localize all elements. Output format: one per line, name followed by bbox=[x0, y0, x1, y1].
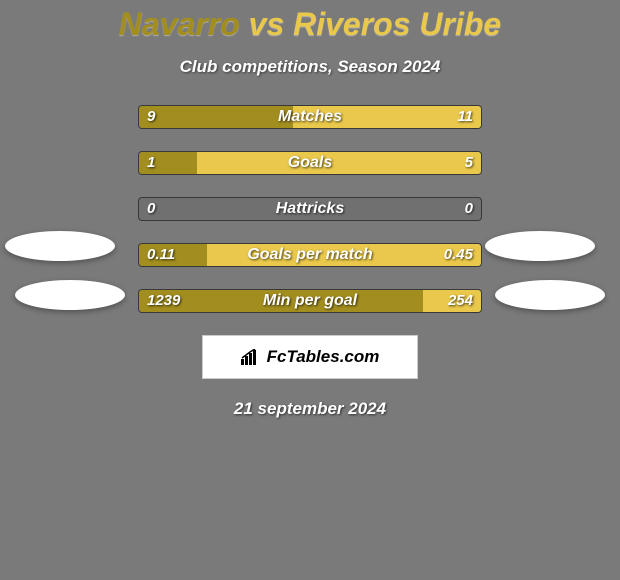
stat-right-value: 254 bbox=[440, 290, 481, 312]
stat-row-3: 0.110.45Goals per match bbox=[138, 243, 482, 267]
page-title: Navarro vs Riveros Uribe bbox=[0, 0, 620, 43]
title-vs: vs bbox=[240, 6, 293, 42]
title-left-name: Navarro bbox=[119, 6, 240, 42]
stat-left-value: 1 bbox=[139, 152, 163, 174]
brand-text: FcTables.com bbox=[267, 347, 380, 367]
stat-right-value: 11 bbox=[449, 106, 481, 128]
snapshot-date: 21 september 2024 bbox=[0, 399, 620, 419]
stat-right-value: 5 bbox=[457, 152, 481, 174]
stat-right-value: 0.45 bbox=[436, 244, 481, 266]
bars-container: 911Matches15Goals00Hattricks0.110.45Goal… bbox=[0, 105, 620, 313]
avatar-left-1 bbox=[5, 231, 115, 261]
stat-row-4: 1239254Min per goal bbox=[138, 289, 482, 313]
brand-box[interactable]: FcTables.com bbox=[202, 335, 418, 379]
stat-row-2: 0 0Hattricks bbox=[138, 197, 482, 221]
stat-label: Hattricks bbox=[139, 198, 481, 220]
stat-left-value: 0.11 bbox=[139, 244, 183, 266]
stat-left-value: 9 bbox=[139, 106, 163, 128]
stat-left-value: 0 bbox=[139, 198, 163, 220]
avatar-left-2 bbox=[15, 280, 125, 310]
avatar-right-1 bbox=[485, 231, 595, 261]
avatar-right-2 bbox=[495, 280, 605, 310]
stat-right-fill bbox=[197, 152, 481, 174]
comparison-card: Navarro vs Riveros Uribe Club competitio… bbox=[0, 0, 620, 580]
stat-right-value: 0 bbox=[457, 198, 481, 220]
stat-left-value: 1239 bbox=[139, 290, 188, 312]
title-right-name: Riveros Uribe bbox=[293, 6, 501, 42]
brand-chart-icon bbox=[241, 349, 261, 365]
bars: 911Matches15Goals00Hattricks0.110.45Goal… bbox=[138, 105, 482, 313]
stat-row-1: 15Goals bbox=[138, 151, 482, 175]
subtitle: Club competitions, Season 2024 bbox=[0, 57, 620, 77]
stat-row-0: 911Matches bbox=[138, 105, 482, 129]
